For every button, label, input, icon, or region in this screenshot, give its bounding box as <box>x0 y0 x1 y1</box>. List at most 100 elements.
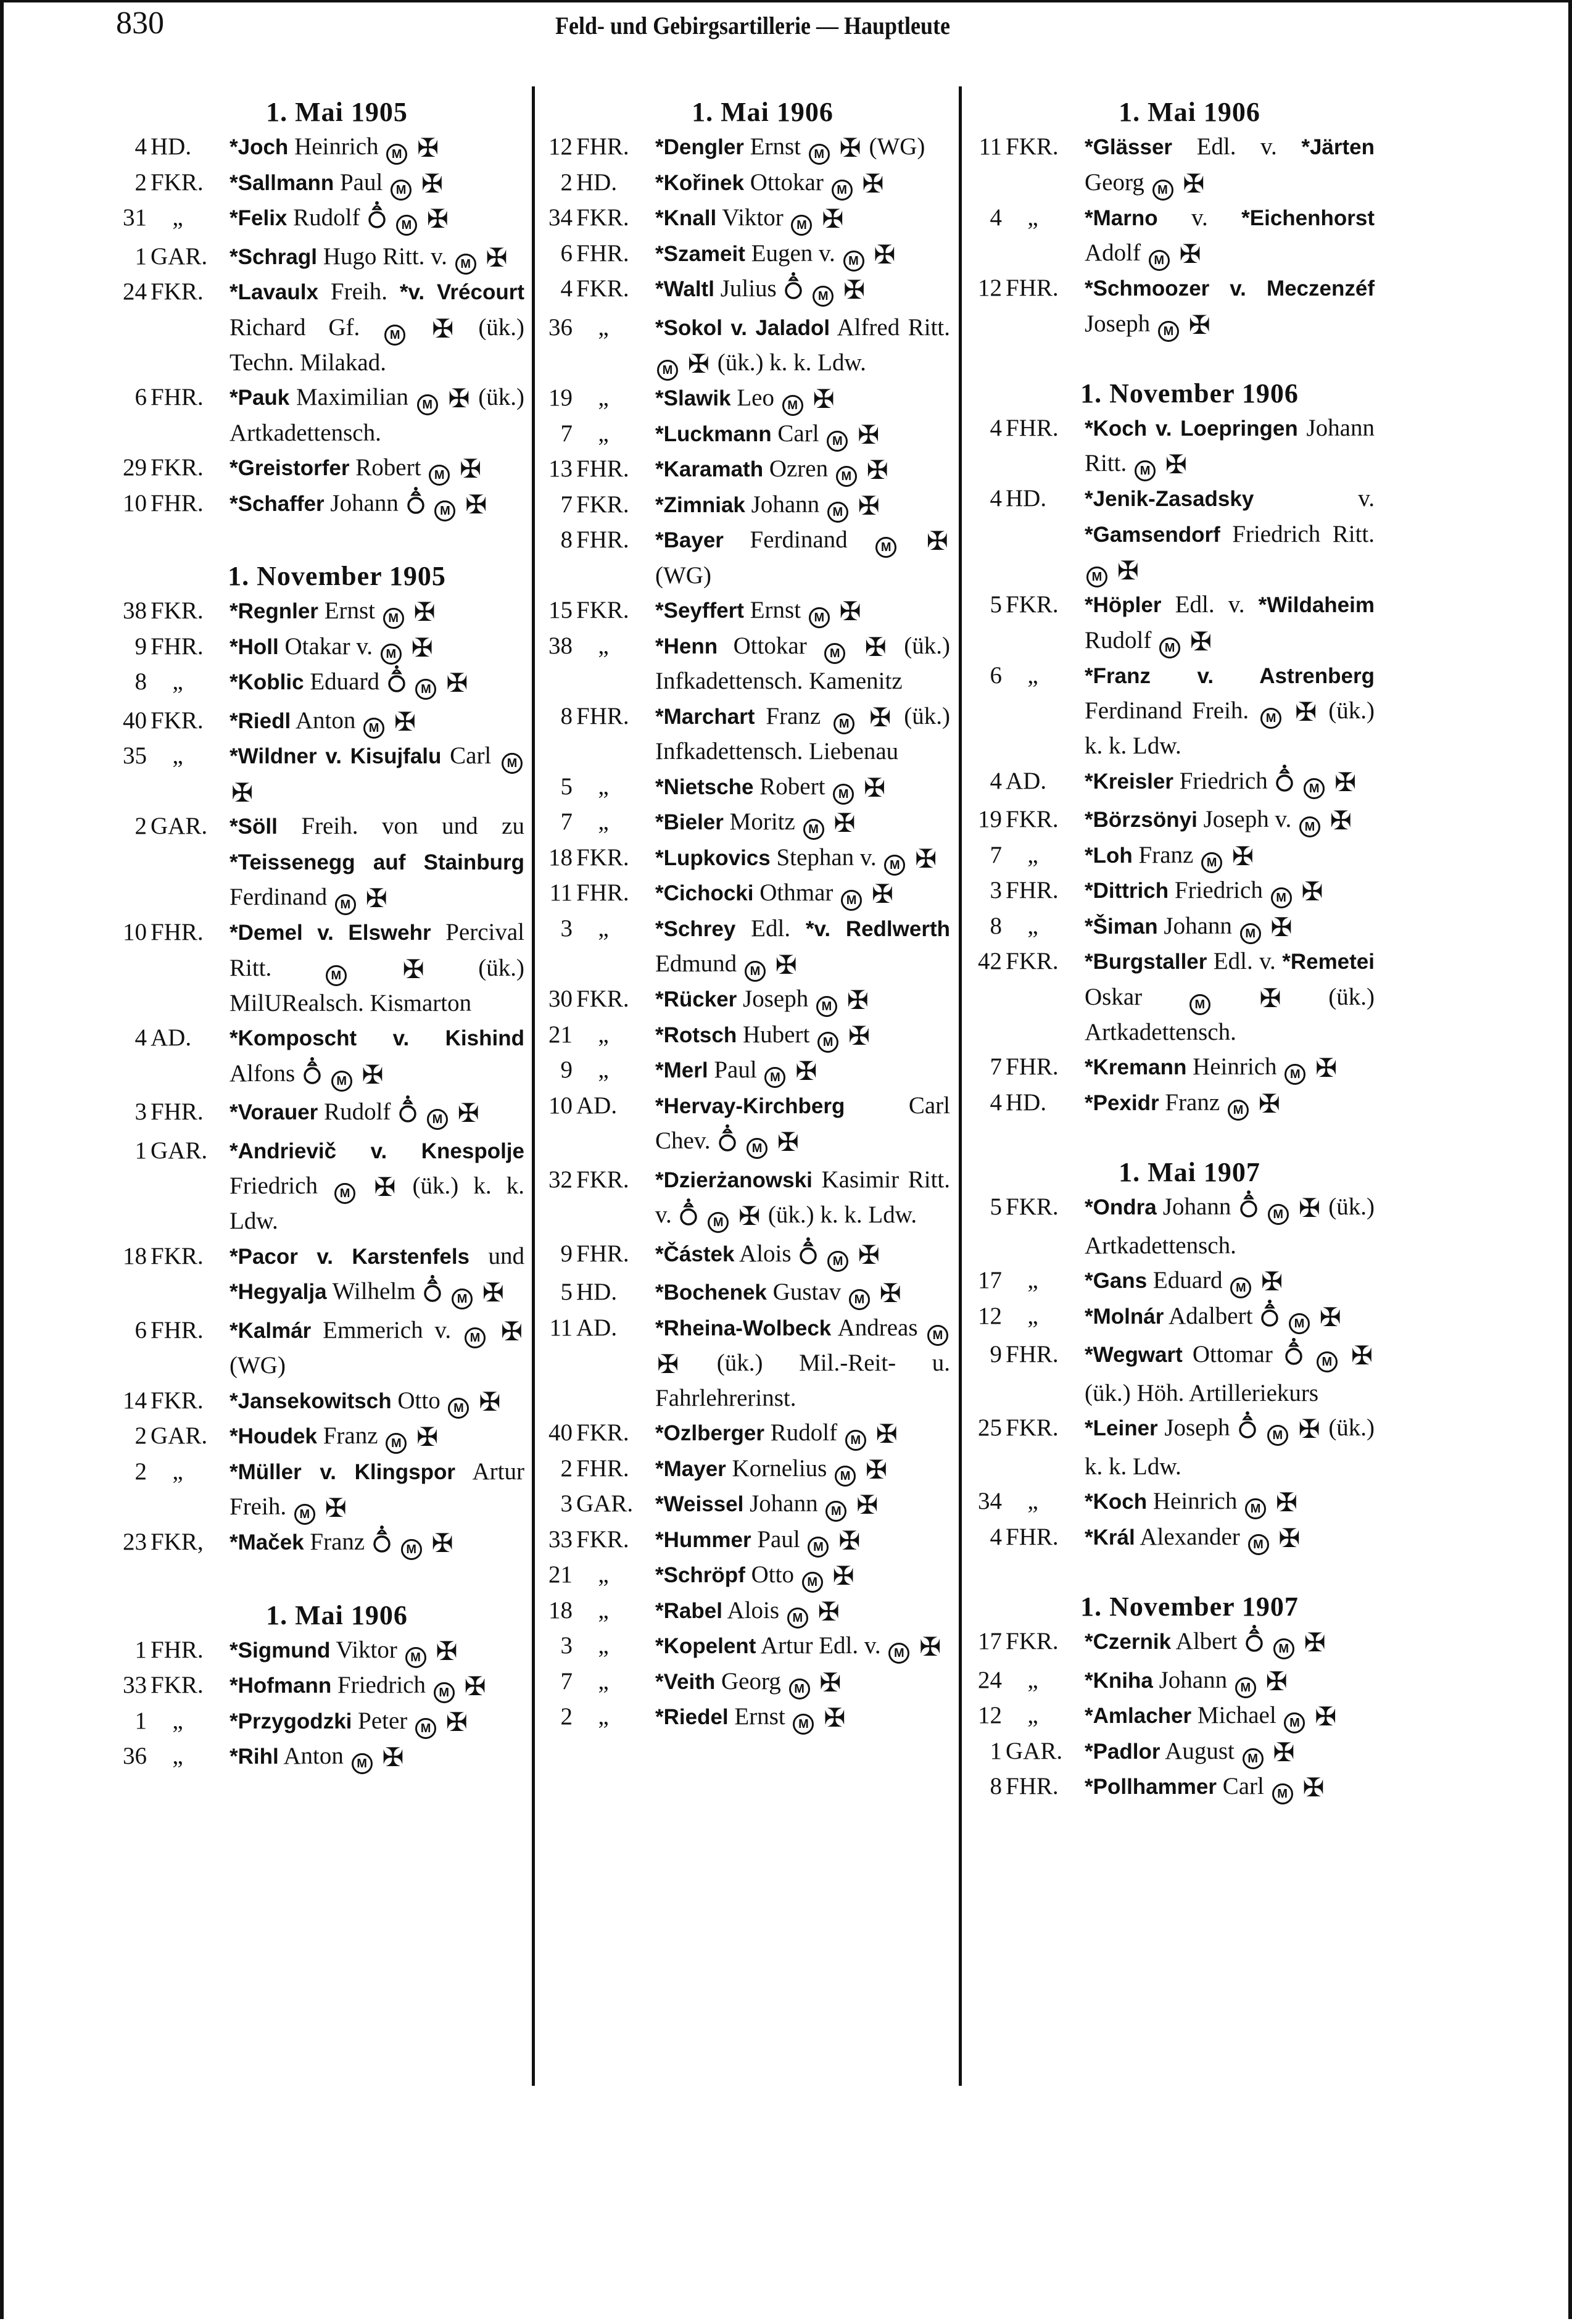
list-item: 1 GAR. *Andrievič v. Knespolje Friedrich M… <box>112 1134 525 1239</box>
list-item: 7 „ *Veith Georg M ✠ <box>538 1664 950 1700</box>
m-medal-icon: M <box>294 1504 315 1525</box>
rank-number: 2 <box>134 1422 147 1449</box>
cross-icon: ✠ <box>817 1598 840 1627</box>
cross-icon: ✠ <box>486 244 508 273</box>
surname: *Ondra <box>1085 1195 1157 1219</box>
cross-icon: ✠ <box>1301 878 1323 907</box>
name-detail: Adolf <box>1085 239 1141 266</box>
surname: *Eichenhorst <box>1241 205 1375 230</box>
m-medal-icon: M <box>875 537 897 558</box>
name-detail: Paul <box>339 168 383 196</box>
name-detail: Alfred Ritt. <box>837 313 950 341</box>
cross-icon: ✠ <box>446 670 468 698</box>
surname: *Waltl <box>655 277 714 301</box>
cross-icon: ✠ <box>421 170 444 199</box>
name-detail: Leo <box>737 384 774 411</box>
unit-abbreviation: GAR. <box>1006 1737 1063 1764</box>
rank-number: 8 <box>134 668 147 695</box>
surname: *Nietsche <box>655 774 754 799</box>
surname: *Vorauer <box>230 1100 318 1124</box>
entry-text: *Waltl Julius M ✠ <box>655 272 950 310</box>
name-detail: Paul <box>757 1525 800 1553</box>
cross-icon: ✠ <box>457 1100 479 1128</box>
entry-text: *Koch Heinrich M ✠ <box>1085 1484 1375 1520</box>
cross-icon: ✠ <box>1117 557 1139 586</box>
unit-abbreviation: FHR. <box>151 1636 204 1663</box>
m-medal-icon: M <box>384 324 406 346</box>
surname: *Luckmann <box>655 421 772 446</box>
cross-icon: ✠ <box>1351 1342 1373 1371</box>
column-divider <box>532 86 535 2086</box>
name-detail: Wilhelm <box>332 1278 416 1305</box>
cross-icon: ✠ <box>1278 1524 1301 1553</box>
rank-number: 24 <box>123 278 147 305</box>
name-detail: Franz <box>310 1529 365 1555</box>
rank-number: 40 <box>123 707 147 734</box>
crown-ring-decoration-icon <box>1260 1299 1279 1338</box>
entry-text: *Amlacher Michael M ✠ <box>1085 1698 1375 1734</box>
name-detail: Andreas <box>837 1314 918 1341</box>
surname: *Karamath <box>655 457 764 481</box>
cross-icon: ✠ <box>1330 807 1352 836</box>
name-detail: Georg <box>721 1667 781 1695</box>
rank-number: 4 <box>134 1024 147 1051</box>
cross-icon: ✠ <box>500 1318 523 1347</box>
entry-text: *Czernik Albert M ✠ <box>1085 1624 1375 1663</box>
surname: *Zimniak <box>655 492 745 517</box>
cross-icon: ✠ <box>858 421 880 450</box>
name-detail: Eduard <box>1152 1267 1223 1293</box>
crown-ring-decoration-icon <box>799 1237 817 1276</box>
rank-number: 13 <box>548 455 573 482</box>
surname: *v. Redlwerth <box>805 916 951 941</box>
m-medal-icon: M <box>351 1753 373 1774</box>
name-detail: Oskar <box>1085 983 1143 1010</box>
list-item: 7 „ *Bieler Moritz M ✠ <box>538 805 950 840</box>
unit-abbreviation: AD. <box>1006 767 1047 794</box>
unit-abbreviation: FHR. <box>576 702 629 729</box>
name-detail: Heinrich <box>1152 1488 1238 1514</box>
rank-number: 2 <box>560 168 573 196</box>
cross-icon: ✠ <box>1298 1195 1321 1223</box>
m-medal-icon: M <box>747 1138 768 1159</box>
unit-abbreviation: FKR. <box>1006 591 1059 618</box>
list-item: 9 FHR. *Holl Otakar v. M ✠ <box>112 629 524 665</box>
name-detail: Carl <box>1222 1773 1264 1799</box>
list-item: 25 FKR. *Leiner Joseph M ✠ (ük.) k. k. Ldw… <box>967 1411 1375 1484</box>
m-medal-icon: M <box>405 1646 426 1668</box>
name-detail: Franz <box>1138 841 1194 868</box>
cross-icon: ✠ <box>777 1129 799 1157</box>
unit-abbreviation: „ <box>1027 1302 1038 1329</box>
entry-text: *Šiman Johann M ✠ <box>1085 909 1375 945</box>
unit-abbreviation: „ <box>598 420 609 447</box>
surname: *Regnler <box>230 599 318 623</box>
surname: *Kniha <box>1085 1668 1153 1693</box>
cross-icon: ✠ <box>871 881 894 909</box>
rank-number: 19 <box>978 806 1002 832</box>
cross-icon: ✠ <box>1295 699 1317 727</box>
section: 1. November 1906 4 FHR. *Koch v. Loepringen… <box>967 376 1375 1121</box>
rank-number: 10 <box>123 919 147 945</box>
name-detail: Otto <box>397 1387 441 1414</box>
name-detail: Franz <box>323 1422 378 1449</box>
entry-text: *Veith Georg M ✠ <box>655 1664 950 1700</box>
entry-text: *Schrey Edl. *v. Redlwerth Edmund M ✠ <box>655 911 950 982</box>
name-detail: Heinrich <box>1193 1053 1277 1080</box>
name-detail: Emmerich v. <box>323 1316 452 1343</box>
surname: *Bochenek <box>655 1280 767 1305</box>
surname: *Schaffer <box>230 491 325 516</box>
list-item: 4 AD. *Komposcht v. Kishind Alfons M ✠ <box>112 1021 524 1095</box>
rank-number: 2 <box>560 1703 573 1730</box>
m-medal-icon: M <box>1288 1313 1310 1334</box>
entry-text: *Söll Freih. von und zu *Teissenegg auf … <box>230 809 524 915</box>
cross-icon: ✠ <box>459 455 482 484</box>
cross-icon: ✠ <box>875 1421 898 1449</box>
list-item: 33 FKR. *Hofmann Friedrich M ✠ <box>112 1668 524 1704</box>
name-detail: Rudolf <box>1085 626 1152 654</box>
rank-number: 5 <box>560 773 573 800</box>
cross-icon: ✠ <box>915 845 937 874</box>
unit-abbreviation: „ <box>172 204 183 231</box>
unit-abbreviation: „ <box>598 915 609 942</box>
cross-icon: ✠ <box>1273 1738 1295 1767</box>
entry-text: *Glässer Edl. v. *Järten Georg M ✠ <box>1085 130 1375 201</box>
